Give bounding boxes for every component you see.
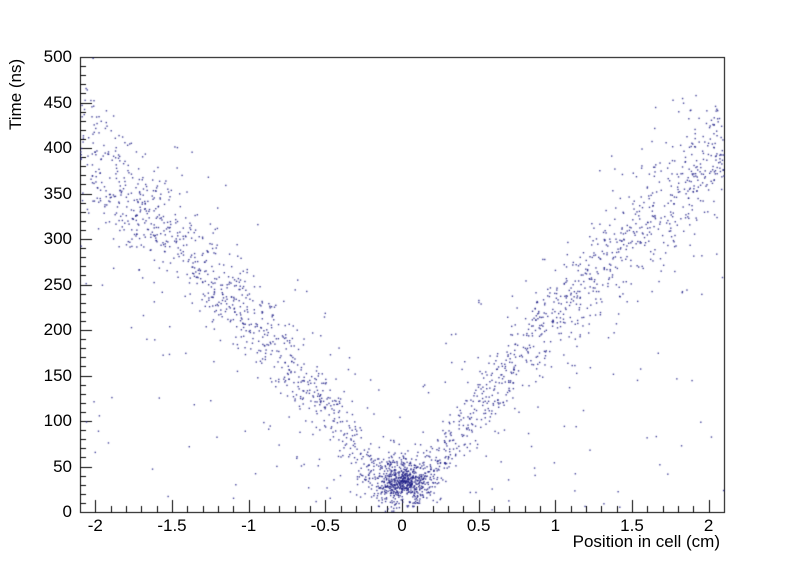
y-tick-label: 250 — [43, 274, 72, 294]
y-tick-label: 100 — [43, 411, 72, 430]
x-tick-label: 1.5 — [620, 516, 644, 535]
y-tick-label: 0 — [62, 502, 72, 521]
x-tick-label: 0.5 — [466, 516, 491, 535]
y-tick-label: 500 — [43, 47, 72, 66]
y-tick-label: 450 — [43, 92, 72, 112]
x-tick-label: -0.5 — [310, 516, 340, 535]
y-tick-label: 150 — [43, 365, 72, 385]
x-axis-title: Position in cell (cm) — [572, 532, 720, 551]
y-tick-label: 200 — [43, 320, 72, 339]
x-tick-label: -1.5 — [157, 516, 187, 535]
x-tick-label: 1 — [550, 516, 561, 535]
y-tick-label: 400 — [43, 138, 72, 157]
y-tick-label: 300 — [43, 229, 72, 248]
x-tick-label: 2 — [703, 516, 714, 535]
x-tick-label: -2 — [87, 516, 103, 535]
y-tick-label: 350 — [43, 183, 72, 203]
x-tick-label: -1 — [241, 516, 257, 535]
x-tick-label: 0 — [397, 516, 407, 535]
y-tick-label: 50 — [53, 456, 72, 476]
